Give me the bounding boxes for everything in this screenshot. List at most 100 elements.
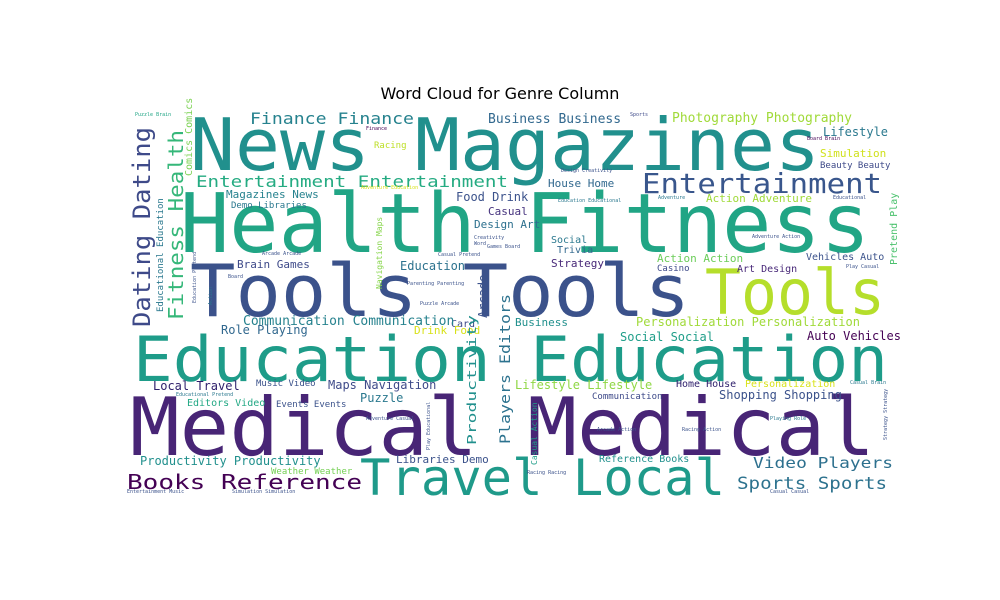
word-finance: Finance (366, 126, 387, 132)
word-music-video: Music Video (256, 379, 316, 389)
word-puzzle-arcade: Puzzle Arcade (420, 301, 459, 307)
word-casino: Casino (657, 264, 690, 274)
word-magazines-news: Magazines News (226, 188, 319, 201)
word-art-design: Art Design (737, 264, 797, 275)
word-adventure-action: Adventure Action (752, 234, 800, 240)
word-card: Card (451, 319, 475, 330)
word-reference-books: Reference Books (599, 454, 689, 465)
word-racing: Racing (374, 141, 407, 151)
word-fitness-health: Fitness Health (164, 130, 188, 320)
word-trivia: Trivia (557, 245, 593, 256)
word-creativity: Creativity (474, 235, 504, 241)
word-play-educational: Play Educational (426, 402, 432, 450)
word-video-players: Video Players (753, 454, 893, 472)
word-finance-finance: Finance Finance (250, 109, 414, 128)
word-action-action: Action Action (657, 252, 743, 265)
word-board-brain: Board Brain (807, 136, 840, 142)
word-entertainment-entertainment: Entertainment Entertainment (196, 172, 508, 191)
word-travel-local: Travel Local (360, 449, 725, 507)
word-drink-food: Drink Food (414, 324, 480, 337)
chart-title: Word Cloud for Genre Column (380, 84, 620, 103)
word-auto-vehicles: Auto Vehicles (807, 329, 901, 343)
word-events-events: Events Events (276, 400, 346, 410)
word-photography-photography: Photography Photography (672, 111, 852, 126)
word-books-reference: Books Reference (127, 470, 362, 494)
word-casual-brain: Casual Brain (850, 380, 886, 386)
word-design-art: Design Art (474, 218, 540, 231)
word-simulation: Simulation (820, 147, 886, 160)
word-lifestyle: Lifestyle (823, 125, 888, 139)
word-weather-weather: Weather Weather (271, 467, 353, 477)
word-strategy-strategy: Strategy Strategy (883, 389, 889, 440)
word-racing-racing: Racing Racing (527, 470, 566, 476)
word-business-business: Business Business (488, 112, 621, 127)
word-personalization: Personalization (745, 379, 835, 390)
word-entertainment-music: Entertainment Music (127, 489, 184, 495)
word-shopping-shopping: Shopping Shopping (719, 388, 842, 402)
word-education-pretend: Education Pretend (192, 252, 198, 303)
word-tools-tools: Tools Tools (190, 249, 690, 333)
word-editors-video: Editors Video (187, 398, 265, 409)
word-productivity: Productivity (465, 315, 479, 445)
word-parenting-parenting: Parenting Parenting (407, 281, 464, 287)
word-education-educational: Education Educational (558, 198, 621, 204)
word-casual-casual: Casual Casual (770, 489, 809, 495)
word-puzzle: Puzzle (360, 391, 403, 405)
word-comics-comics: Comics Comics (184, 98, 195, 176)
word-vehicles-auto: Vehicles Auto (806, 252, 884, 263)
word-games-board: Games Board (487, 244, 520, 250)
word-local-travel: Local Travel (153, 379, 240, 393)
word-home-house: Home House (676, 379, 736, 390)
word-simulation-simulation: Simulation Simulation (232, 489, 295, 495)
word-arcade: Arcade (476, 275, 490, 318)
word-house-home: House Home (548, 177, 614, 190)
word-racing-action: Racing Action (682, 427, 721, 433)
word-navigation-maps: Navigation Maps (375, 217, 384, 289)
word-maps-navigation: Maps Navigation (328, 378, 436, 392)
word-pretend-play: Pretend Play (889, 193, 900, 265)
word-role-playing: Role Playing (221, 323, 308, 337)
word-health-fitness: Health Fitness (180, 177, 870, 272)
word-education-education: Education Education (133, 323, 888, 396)
word-arcade-action: Arcade Action (597, 427, 636, 433)
word-education: Education (400, 259, 465, 273)
word-medical-medical: Medical Medical (130, 381, 875, 474)
word-players-editors: Players Editors (498, 294, 514, 444)
word-lifestyle-lifestyle: Lifestyle Lifestyle (515, 378, 652, 392)
word-sports: Sports (630, 112, 648, 118)
word-play-casual: Play Casual (846, 264, 879, 270)
word-adventure-education: Adventure Education (361, 185, 418, 191)
word-beauty-beauty: Beauty Beauty (820, 161, 891, 171)
word-news-magazines: News Magazines (190, 103, 820, 187)
word-word: Word (474, 241, 486, 247)
word-productivity-productivity: Productivity Productivity (140, 454, 321, 468)
word-libraries-demo: Libraries Demo (396, 453, 489, 466)
word-playing-role: Playing Role (770, 416, 806, 422)
word-business: Business (515, 316, 568, 329)
word-demo-libraries: Demo Libraries (231, 201, 307, 211)
word-adventure: Adventure (658, 195, 685, 201)
word-tools: Tools (705, 256, 885, 329)
word-educational: Educational (833, 195, 866, 201)
word-communication-communication: Communication Communication (243, 314, 454, 329)
word-personalization-personalization: Personalization Personalization (636, 315, 860, 329)
word-casual-pretend: Casual Pretend (438, 252, 480, 258)
word-board: Board (228, 274, 243, 280)
word-arcade-arcade: Arcade Arcade (262, 251, 301, 257)
word-adventure-casual: Adventure Casual (366, 416, 414, 422)
word-entertainment: Entertainment (642, 167, 882, 200)
word-dating-dating: Dating Dating (128, 127, 156, 327)
word-educational-education: Educational Education (156, 198, 166, 312)
word-food-drink: Food Drink (456, 190, 529, 204)
word-communication: Communication (592, 392, 662, 402)
word-educational-pretend: Educational Pretend (176, 392, 233, 398)
word-puzzle-brain: Puzzle Brain (135, 112, 171, 118)
word-brain-games: Brain Games (237, 258, 310, 271)
word-social-social: Social Social (620, 330, 714, 344)
word-sports-sports: Sports Sports (737, 474, 887, 494)
word-casual-action: Casual Action (530, 402, 539, 465)
word-action-adventure: Action Adventure (706, 192, 812, 205)
word-strategy: Strategy (551, 257, 604, 270)
word-casual: Casual (488, 205, 528, 218)
